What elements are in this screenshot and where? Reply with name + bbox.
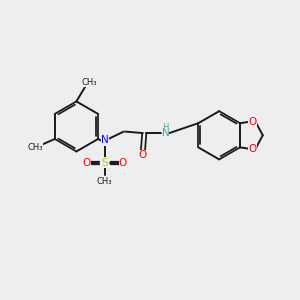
Text: N: N bbox=[162, 128, 170, 138]
Text: O: O bbox=[248, 117, 256, 127]
Text: S: S bbox=[101, 158, 108, 167]
Text: O: O bbox=[139, 150, 147, 160]
Text: O: O bbox=[248, 144, 256, 154]
Text: O: O bbox=[119, 158, 127, 167]
Text: CH₃: CH₃ bbox=[97, 177, 112, 186]
Text: CH₃: CH₃ bbox=[82, 78, 98, 87]
Text: CH₃: CH₃ bbox=[27, 143, 43, 152]
Text: H: H bbox=[162, 123, 169, 132]
Text: N: N bbox=[101, 135, 108, 146]
Text: O: O bbox=[82, 158, 90, 167]
